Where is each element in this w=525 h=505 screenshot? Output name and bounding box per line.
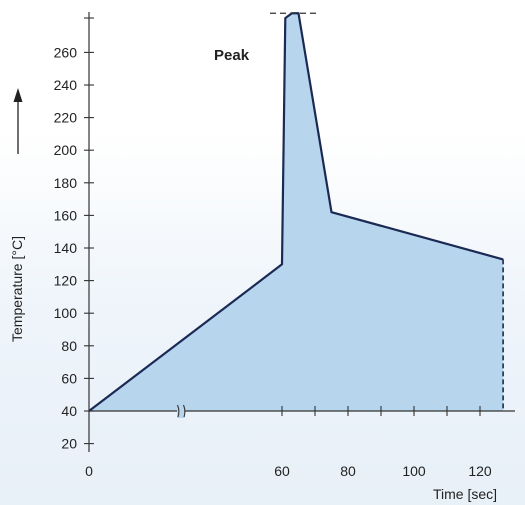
- y-tick-label-60: 60: [61, 370, 77, 386]
- y-axis-title: Temperature [°C]: [9, 236, 25, 342]
- y-tick-label-160: 160: [54, 207, 78, 223]
- y-tick-label-260: 260: [54, 44, 78, 60]
- x-axis-break-icon: [176, 404, 186, 418]
- peak-annotation: Peak: [214, 47, 250, 64]
- y-axis-arrow: [13, 88, 23, 154]
- labels-layer: Peak Time [sec] Temperature [°C]: [9, 47, 497, 502]
- y-tick-label-220: 220: [54, 110, 78, 126]
- y-tick-label-20: 20: [61, 436, 77, 452]
- x-axis-title: Time [sec]: [433, 486, 497, 502]
- y-tick-label-180: 180: [54, 175, 78, 191]
- y-tick-label-80: 80: [61, 338, 77, 354]
- x-tick-label-0: 0: [85, 463, 93, 479]
- y-tick-label-120: 120: [54, 273, 78, 289]
- area-layer: [88, 12, 504, 412]
- x-tick-label-100: 100: [402, 463, 426, 479]
- y-tick-label-100: 100: [54, 305, 78, 321]
- x-tick-label-60: 60: [274, 463, 290, 479]
- y-tick-label-140: 140: [54, 240, 78, 256]
- profile-area-fill: [89, 13, 504, 412]
- x-tick-label-80: 80: [340, 463, 356, 479]
- axes-layer: 20 40 60 80 100 120 140 160 180 200 220 240 260 0 60 80…: [54, 12, 515, 479]
- y-tick-label-40: 40: [61, 403, 77, 419]
- y-tick-label-240: 240: [54, 77, 78, 93]
- y-tick-label-200: 200: [54, 142, 78, 158]
- x-tick-label-120: 120: [468, 463, 492, 479]
